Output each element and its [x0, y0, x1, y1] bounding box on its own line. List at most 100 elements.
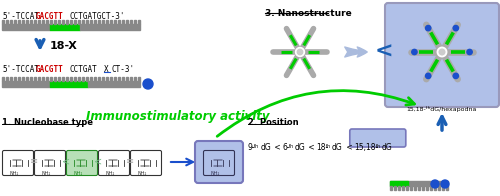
Text: <: <	[344, 143, 355, 152]
Circle shape	[439, 49, 445, 55]
Text: CT-3': CT-3'	[111, 65, 134, 74]
Circle shape	[426, 73, 431, 79]
Text: 5'-TCCAT: 5'-TCCAT	[2, 65, 39, 74]
Bar	[126, 77, 128, 81]
Bar	[50, 20, 52, 24]
Bar	[406, 186, 408, 190]
Bar	[134, 77, 136, 81]
Bar	[106, 20, 108, 24]
Bar	[126, 20, 128, 24]
Circle shape	[431, 180, 439, 188]
Text: th: th	[376, 144, 381, 150]
Bar	[446, 186, 448, 190]
Text: X: X	[104, 65, 108, 74]
Bar	[138, 77, 140, 81]
Bar	[138, 20, 140, 24]
Bar	[442, 186, 444, 190]
Bar	[118, 20, 120, 24]
Text: CCTGATGCT-3': CCTGATGCT-3'	[70, 12, 126, 21]
Bar	[38, 77, 40, 81]
Bar	[114, 77, 116, 81]
Text: <: <	[272, 143, 283, 152]
Bar	[74, 77, 76, 81]
Circle shape	[437, 47, 447, 57]
Bar	[58, 20, 60, 24]
Bar	[130, 77, 132, 81]
Bar	[390, 181, 408, 186]
Text: NH₂: NH₂	[42, 171, 50, 176]
Bar	[58, 77, 60, 81]
Bar	[430, 186, 432, 190]
Text: <: <	[306, 143, 318, 152]
Bar	[110, 77, 112, 81]
Text: 15,18-: 15,18-	[354, 143, 378, 152]
Text: th: th	[254, 144, 260, 150]
Bar	[2, 24, 50, 30]
Text: NH₂: NH₂	[10, 171, 18, 176]
Bar	[118, 77, 120, 81]
FancyBboxPatch shape	[66, 151, 98, 175]
Bar	[6, 77, 8, 81]
Bar	[426, 186, 428, 190]
Bar	[110, 20, 112, 24]
Bar	[414, 186, 416, 190]
Bar	[122, 20, 124, 24]
Text: Immunostimulatory activity: Immunostimulatory activity	[86, 110, 270, 123]
Bar	[402, 186, 404, 190]
Bar	[94, 20, 96, 24]
Bar	[82, 77, 84, 81]
Bar	[10, 20, 12, 24]
Bar	[114, 20, 116, 24]
Bar	[86, 77, 88, 81]
Bar	[438, 186, 440, 190]
Bar	[74, 20, 76, 24]
Text: CCTGAT: CCTGAT	[70, 65, 98, 74]
Bar	[102, 77, 104, 81]
Bar	[410, 186, 412, 190]
Text: dG: dG	[332, 143, 342, 152]
Circle shape	[426, 25, 431, 31]
Bar	[22, 20, 24, 24]
FancyBboxPatch shape	[385, 3, 499, 107]
Bar	[14, 20, 16, 24]
Bar	[46, 77, 48, 81]
Text: 5'-TCCAT: 5'-TCCAT	[2, 12, 39, 21]
Bar	[90, 20, 92, 24]
Text: <: <	[62, 156, 70, 166]
Bar	[62, 77, 64, 81]
Text: 3. Nanostructure: 3. Nanostructure	[265, 9, 352, 18]
Circle shape	[296, 47, 304, 56]
Text: NH₂: NH₂	[74, 171, 82, 176]
Text: dG: dG	[260, 143, 271, 152]
Bar	[90, 77, 92, 81]
Bar	[418, 186, 420, 190]
Bar	[34, 20, 36, 24]
FancyBboxPatch shape	[195, 141, 243, 183]
Bar	[102, 20, 104, 24]
Text: 2. Position: 2. Position	[248, 118, 298, 127]
Bar	[106, 77, 108, 81]
Bar	[134, 20, 136, 24]
Bar	[42, 20, 44, 24]
Circle shape	[298, 49, 302, 55]
Bar	[18, 20, 20, 24]
Bar	[26, 20, 28, 24]
Bar	[30, 77, 32, 81]
Bar	[6, 20, 8, 24]
Text: <: <	[375, 42, 394, 62]
Bar	[122, 77, 124, 81]
Bar	[398, 186, 400, 190]
Bar	[54, 77, 56, 81]
Bar	[70, 77, 72, 81]
Text: GACGTT: GACGTT	[36, 65, 64, 74]
Text: 1. Nucleobase type: 1. Nucleobase type	[2, 118, 93, 127]
Text: 18-X: 18-X	[50, 41, 78, 51]
Text: ≡: ≡	[30, 156, 38, 166]
Bar	[66, 20, 68, 24]
Bar	[62, 20, 64, 24]
Circle shape	[453, 25, 458, 31]
Bar	[98, 77, 100, 81]
Text: 15,18-ᵗʰdG/hexapodna: 15,18-ᵗʰdG/hexapodna	[407, 106, 477, 112]
FancyBboxPatch shape	[130, 151, 162, 175]
Bar	[50, 77, 52, 81]
